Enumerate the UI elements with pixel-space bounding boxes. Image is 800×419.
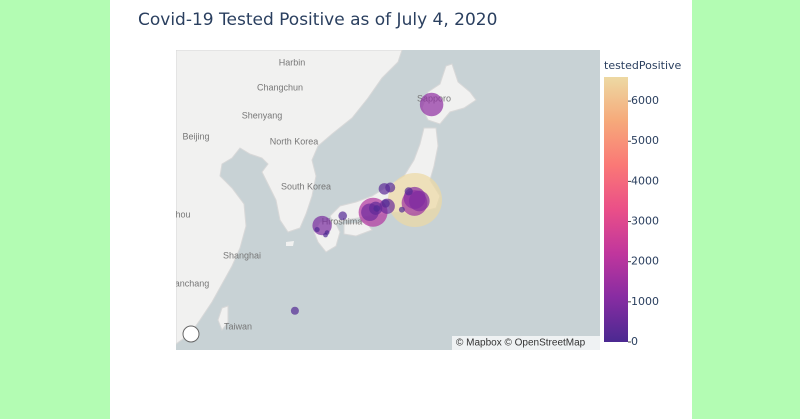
bubble	[408, 190, 430, 212]
colorbar-tick-label: 0	[631, 335, 638, 348]
bubble	[398, 206, 405, 213]
map-label: Hiroshima	[322, 216, 363, 226]
bubbles	[290, 92, 444, 315]
attribution[interactable]: © Mapbox © OpenStreetMap	[456, 338, 586, 349]
map-label: North Korea	[270, 136, 319, 146]
map-label: hou	[175, 209, 190, 219]
map-label: Shenyang	[242, 110, 283, 120]
map-label: South Korea	[281, 181, 331, 191]
chart-title: Covid-19 Tested Positive as of July 4, 2…	[138, 10, 497, 30]
colorbar-tick-label: 1000	[631, 295, 659, 308]
map-label: Harbin	[279, 57, 306, 67]
colorbar: 0 1000 2000 3000 4000 5000 6000	[604, 77, 659, 348]
bubble	[373, 205, 381, 212]
colorbar-gradient	[604, 77, 628, 342]
jeju	[286, 241, 294, 246]
colorbar-tick-label: 6000	[631, 94, 659, 107]
colorbar-tick-label: 3000	[631, 215, 659, 228]
map-label: Taiwan	[224, 321, 252, 331]
bubble	[381, 199, 390, 208]
colorbar-tick-label: 2000	[631, 255, 659, 268]
map-label: anchang	[175, 278, 210, 288]
taiwan	[217, 305, 229, 332]
bubble	[338, 211, 348, 221]
map: Harbin Changchun Shenyang Beijing North …	[175, 50, 600, 350]
colorbar-tick-label: 5000	[631, 134, 659, 147]
map-label: Changchun	[257, 82, 303, 92]
bubble	[314, 227, 320, 233]
colorbar-tick-label: 4000	[631, 174, 659, 187]
bubble	[385, 182, 396, 193]
mapbox-logo	[182, 325, 200, 343]
shikoku	[343, 221, 373, 237]
map-label: Shanghai	[223, 250, 261, 260]
bubble	[419, 92, 444, 117]
bubble	[290, 306, 299, 315]
map-label: Beijing	[182, 131, 209, 141]
bubble	[323, 232, 328, 238]
bubble	[404, 187, 413, 196]
attribution-bg	[452, 336, 600, 350]
colorbar-title: testedPositive	[604, 59, 682, 72]
continent	[176, 50, 403, 345]
